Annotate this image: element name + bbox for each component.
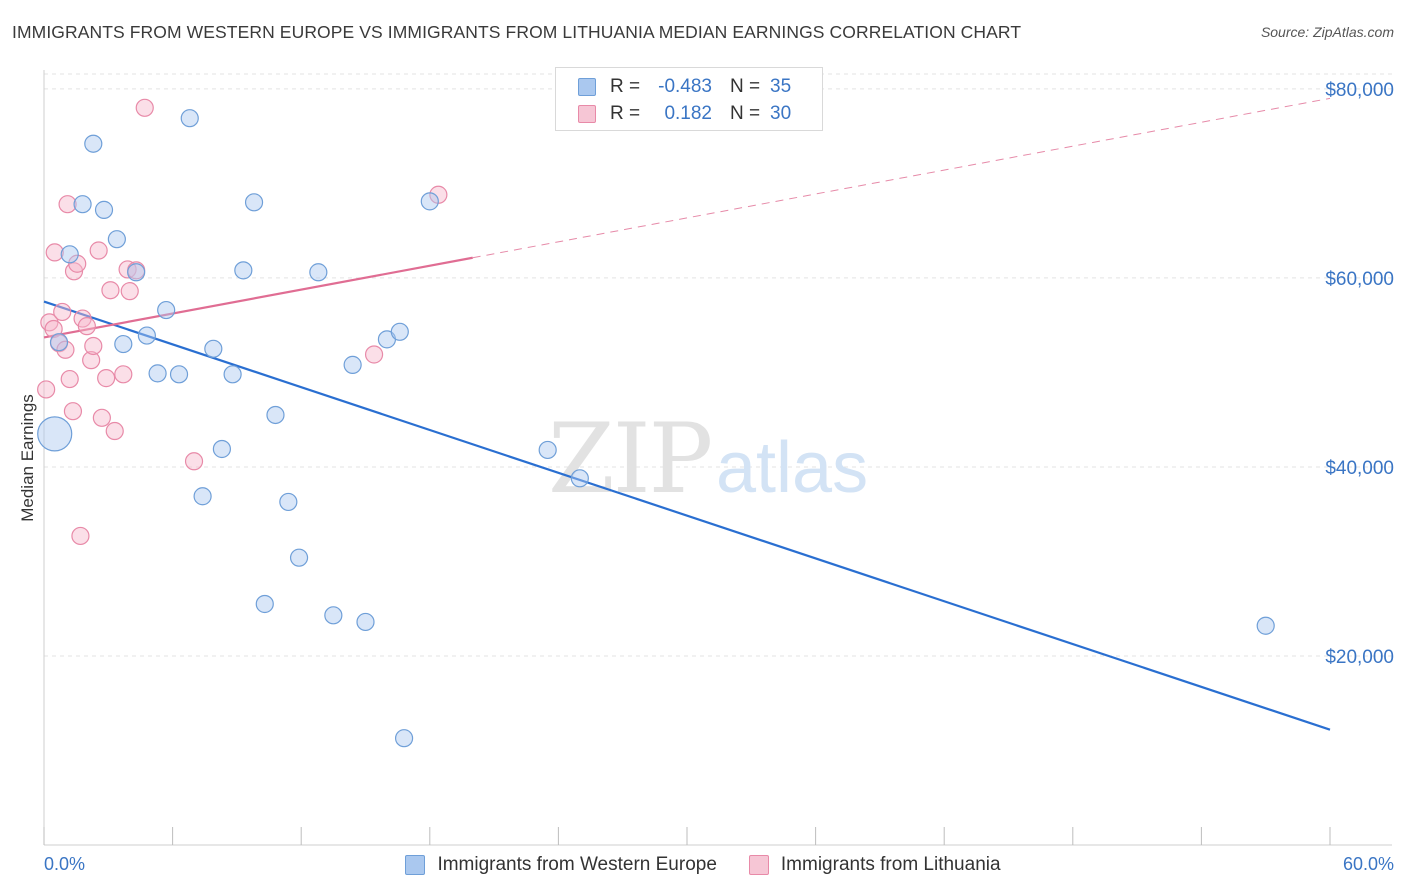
data-point-pink bbox=[45, 243, 64, 262]
data-point-blue bbox=[127, 263, 146, 282]
data-point-pink bbox=[120, 282, 139, 301]
data-point-blue bbox=[570, 469, 589, 488]
legend-r-value: 0.182 bbox=[664, 103, 712, 124]
data-point-blue bbox=[266, 405, 285, 425]
x-tick-label-max: 60.0% bbox=[1343, 854, 1394, 874]
watermark-zip: ZIP bbox=[548, 403, 711, 515]
y-tick-label: $60,000 bbox=[1325, 269, 1394, 290]
data-point-blue bbox=[255, 594, 274, 614]
chart-title: IMMIGRANTS FROM WESTERN EUROPE VS IMMIGR… bbox=[12, 22, 1022, 42]
y-tick-label: $80,000 bbox=[1325, 80, 1394, 101]
data-point-blue bbox=[289, 548, 309, 567]
data-point-blue bbox=[234, 261, 253, 280]
data-point-pink bbox=[82, 351, 101, 370]
legend-label-western-europe: Immigrants from Western Europe bbox=[437, 854, 717, 875]
legend-item-lithuania[interactable]: Immigrants from Lithuania bbox=[748, 854, 1001, 876]
data-point-blue bbox=[1256, 616, 1275, 635]
data-point-blue bbox=[84, 134, 103, 153]
data-point-pink bbox=[71, 526, 90, 546]
legend-swatch-pink bbox=[748, 855, 769, 875]
y-tick-label: $40,000 bbox=[1325, 458, 1394, 479]
data-point-blue bbox=[394, 729, 414, 748]
data-point-blue bbox=[94, 200, 114, 219]
data-point-blue bbox=[309, 263, 328, 282]
data-point-blue bbox=[343, 355, 362, 374]
data-point-blue bbox=[244, 193, 264, 212]
data-point-blue bbox=[107, 230, 126, 249]
data-point-blue bbox=[73, 195, 92, 214]
legend-r-label: R = bbox=[610, 103, 641, 124]
legend-swatch-blue bbox=[405, 855, 426, 875]
data-point-blue bbox=[60, 245, 79, 264]
data-point-blue bbox=[204, 339, 223, 358]
data-point-pink bbox=[84, 336, 103, 356]
data-point-blue bbox=[223, 365, 242, 384]
data-point-blue bbox=[212, 439, 231, 459]
data-point-blue bbox=[538, 440, 557, 460]
data-point-pink bbox=[68, 254, 87, 273]
data-point-pink bbox=[56, 340, 75, 359]
correlation-legend: R = -0.483 N = 35 R = 0.182 N = 30 bbox=[555, 67, 823, 131]
series-points-blue bbox=[37, 109, 1275, 748]
series-legend: Immigrants from Western Europe Immigrant… bbox=[0, 852, 1406, 878]
data-point-blue bbox=[157, 300, 176, 320]
data-point-blue bbox=[420, 192, 439, 211]
trend-line-pink-dashed bbox=[472, 97, 1331, 259]
data-point-pink bbox=[135, 98, 154, 117]
source-label: Source: ZipAtlas.com bbox=[1260, 24, 1394, 40]
legend-item-western-europe[interactable]: Immigrants from Western Europe bbox=[405, 854, 717, 876]
data-point-pink bbox=[114, 365, 133, 384]
data-point-pink bbox=[63, 402, 83, 421]
data-point-pink bbox=[58, 195, 77, 214]
data-point-blue bbox=[390, 322, 409, 341]
trend-line-pink bbox=[43, 256, 473, 339]
legend-n-value: 30 bbox=[770, 103, 792, 124]
data-point-pink bbox=[101, 281, 120, 300]
legend-r-value: -0.483 bbox=[658, 76, 712, 97]
data-point-blue bbox=[137, 326, 156, 345]
data-point-pink bbox=[89, 241, 108, 260]
data-point-pink bbox=[184, 452, 204, 471]
data-point-pink bbox=[60, 369, 79, 389]
legend-n-label: N = bbox=[730, 76, 761, 97]
data-point-blue bbox=[279, 492, 298, 512]
x-tick-labels: 0.0% 60.0% bbox=[44, 854, 1394, 874]
legend-n-label: N = bbox=[730, 103, 761, 124]
y-tick-labels: $20,000 $40,000 $60,000 $80,000 bbox=[1325, 80, 1394, 668]
data-point-pink bbox=[364, 345, 384, 364]
data-point-blue bbox=[180, 109, 199, 128]
legend-n-value: 35 bbox=[770, 76, 792, 97]
trend-lines bbox=[43, 97, 1331, 731]
watermark: ZIP atlas bbox=[548, 403, 868, 515]
data-point-blue bbox=[148, 364, 167, 383]
data-point-pink bbox=[53, 302, 72, 322]
legend-row-western-europe: R = -0.483 N = 35 bbox=[578, 75, 791, 99]
legend-label-lithuania: Immigrants from Lithuania bbox=[780, 854, 1001, 875]
data-point-pink bbox=[105, 421, 124, 441]
x-tick-label-min: 0.0% bbox=[44, 854, 85, 874]
data-point-blue bbox=[49, 333, 69, 352]
data-point-blue bbox=[356, 612, 375, 632]
data-point-blue bbox=[193, 487, 212, 506]
data-point-pink bbox=[92, 408, 111, 427]
y-tick-label: $20,000 bbox=[1325, 647, 1394, 668]
data-point-blue bbox=[114, 334, 133, 354]
data-point-pink bbox=[77, 317, 96, 336]
legend-swatch-blue bbox=[578, 78, 596, 96]
watermark-atlas: atlas bbox=[716, 428, 868, 508]
trend-line-blue bbox=[43, 300, 1331, 731]
legend-swatch-pink bbox=[578, 105, 596, 123]
legend-r-label: R = bbox=[610, 76, 641, 97]
data-point-pink bbox=[37, 380, 56, 399]
gridlines bbox=[44, 73, 1392, 657]
series-points-pink bbox=[37, 98, 448, 546]
y-axis-label: Median Earnings bbox=[18, 394, 37, 522]
axes bbox=[43, 70, 1392, 846]
legend-row-lithuania: R = 0.182 N = 30 bbox=[578, 102, 791, 126]
data-point-blue bbox=[37, 416, 73, 452]
data-point-blue bbox=[169, 365, 189, 384]
data-point-pink bbox=[97, 369, 116, 388]
data-point-blue bbox=[324, 606, 343, 625]
